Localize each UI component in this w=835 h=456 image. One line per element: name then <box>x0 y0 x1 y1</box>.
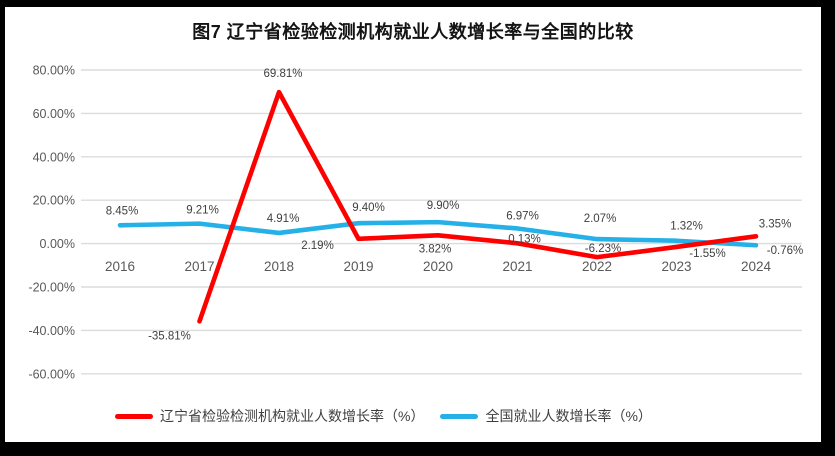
line-chart: 80.00% 60.00% 40.00% 20.00% 0.00% -20.00% -40.… <box>28 64 803 382</box>
data-label-1: -0.76% <box>767 245 803 257</box>
x-tick-label: 2020 <box>423 259 453 274</box>
x-tick-label: 2019 <box>343 259 373 274</box>
y-tick-label: -40.00% <box>28 324 75 338</box>
y-tick-label: -60.00% <box>28 367 75 381</box>
data-label-0: -6.23% <box>585 243 621 255</box>
x-tick-label: 2018 <box>264 259 294 274</box>
legend-label: 辽宁省检验检测机构就业人数增长率（%） <box>160 408 425 424</box>
x-tick-label: 2017 <box>184 259 214 274</box>
y-tick-label: 0.00% <box>40 237 75 251</box>
series-line-1 <box>117 219 759 248</box>
legend-swatch-icon <box>115 413 153 419</box>
x-tick-label: 2023 <box>661 259 691 274</box>
y-tick-label: 80.00% <box>33 64 75 78</box>
data-label-0: 2.19% <box>301 240 334 252</box>
y-tick-label: 40.00% <box>33 150 75 164</box>
legend-item-0: 辽宁省检验检测机构就业人数增长率（%） <box>115 406 424 426</box>
data-label-1: 2.07% <box>584 213 617 225</box>
data-label-0: -35.81% <box>148 330 191 342</box>
series-line-0 <box>197 89 759 324</box>
data-label-0: 3.35% <box>759 218 792 230</box>
data-label-1: 1.32% <box>670 221 703 233</box>
data-label-1: 9.40% <box>352 202 385 214</box>
data-label-0: -1.55% <box>689 248 725 260</box>
x-tick-label: 2022 <box>582 259 612 274</box>
y-tick-label: 60.00% <box>33 107 75 121</box>
chart-title: 图7 辽宁省检验检测机构就业人数增长率与全国的比较 <box>192 22 634 42</box>
y-tick-label: -20.00% <box>28 281 75 295</box>
y-tick-label: 20.00% <box>33 194 75 208</box>
data-label-1: 9.21% <box>186 205 219 217</box>
data-label-1: 6.97% <box>506 210 539 222</box>
data-label-1: 8.45% <box>106 205 139 217</box>
x-tick-label: 2021 <box>502 259 532 274</box>
data-label-1: 9.90% <box>427 200 460 212</box>
x-tick-label: 2016 <box>105 259 135 274</box>
data-label-0: 0.13% <box>508 233 541 245</box>
legend-item-1: 全国就业人数增长率（%） <box>440 406 652 426</box>
legend-label: 全国就业人数增长率（%） <box>485 408 652 424</box>
data-label-1: 4.91% <box>267 213 300 225</box>
data-label-0: 69.81% <box>263 68 302 80</box>
chart-legend: 辽宁省检验检测机构就业人数增长率（%） 全国就业人数增长率（%） <box>115 406 652 426</box>
legend-swatch-icon <box>440 413 479 419</box>
data-label-0: 3.82% <box>419 243 452 255</box>
x-tick-label: 2024 <box>741 259 772 274</box>
chart-frame: 图7 辽宁省检验检测机构就业人数增长率与全国的比较 80.00% 60.00% 40… <box>5 7 821 442</box>
